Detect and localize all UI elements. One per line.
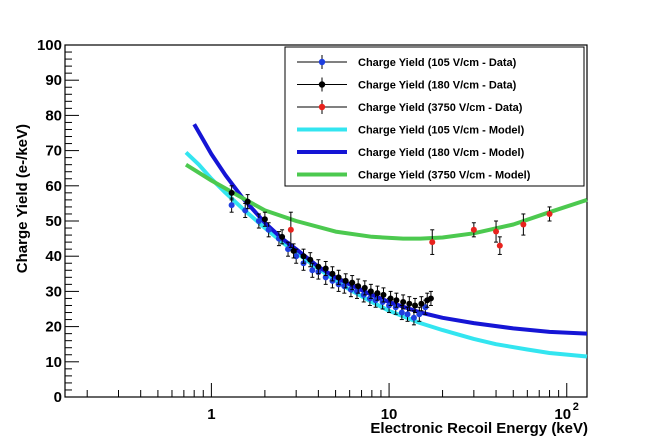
x-tick-label: 10 bbox=[554, 406, 571, 423]
x-axis: 1 10 10 2 bbox=[86, 383, 579, 423]
data-point bbox=[349, 275, 356, 291]
data-point bbox=[255, 213, 262, 229]
data-point bbox=[412, 297, 419, 314]
data-point bbox=[335, 269, 342, 285]
y-axis: 0 10 20 30 40 50 60 70 80 90 100 bbox=[37, 37, 79, 406]
y-tick-label: 80 bbox=[45, 107, 62, 124]
legend-label: Charge Yield (180 V/cm - Model) bbox=[358, 147, 525, 159]
data-point bbox=[367, 283, 374, 299]
y-axis-title: Charge Yield (e-/keV) bbox=[14, 124, 31, 273]
x-tick-label: 1 bbox=[207, 406, 215, 423]
data-point bbox=[418, 296, 425, 312]
legend-label: Charge Yield (180 V/cm - Data) bbox=[358, 80, 517, 92]
data-point bbox=[546, 206, 553, 222]
legend-label: Charge Yield (3750 V/cm - Data) bbox=[358, 102, 523, 114]
y-tick-label: 20 bbox=[45, 319, 62, 336]
data-point bbox=[322, 260, 329, 277]
data-point bbox=[470, 222, 477, 238]
model-curve-4 bbox=[192, 123, 588, 336]
x-tick-exponent: 2 bbox=[573, 401, 579, 413]
data-point bbox=[361, 280, 368, 296]
legend-item: Charge Yield (3750 V/cm - Data) bbox=[297, 100, 523, 114]
y-tick-label: 100 bbox=[37, 37, 62, 54]
data-point bbox=[315, 259, 322, 275]
y-tick-label: 30 bbox=[45, 283, 62, 300]
data-point bbox=[406, 296, 413, 312]
data-point bbox=[380, 287, 387, 303]
legend: Charge Yield (105 V/cm - Data) Charge Yie… bbox=[284, 46, 585, 187]
y-tick-label: 90 bbox=[45, 72, 62, 89]
x-axis-title: Electronic Recoil Energy (keV) bbox=[370, 420, 588, 437]
legend-label: Charge Yield (105 V/cm - Model) bbox=[358, 125, 525, 137]
legend-label: Charge Yield (105 V/cm - Data) bbox=[358, 57, 517, 69]
data-point bbox=[342, 273, 349, 289]
data-point bbox=[290, 243, 297, 259]
data-point bbox=[261, 211, 268, 227]
data-point bbox=[493, 220, 500, 243]
data-point bbox=[496, 236, 503, 255]
legend-item: Charge Yield (105 V/cm - Data) bbox=[297, 55, 517, 69]
y-tick-label: 40 bbox=[45, 248, 62, 265]
x-tick-label: 10 bbox=[381, 406, 398, 423]
data-point bbox=[355, 278, 362, 294]
data-point bbox=[374, 285, 381, 301]
data-point bbox=[244, 194, 251, 210]
y-tick-label: 70 bbox=[45, 143, 62, 160]
y-tick-label: 50 bbox=[45, 213, 62, 230]
data-points bbox=[228, 185, 553, 326]
y-tick-label: 60 bbox=[45, 178, 62, 195]
data-point bbox=[393, 292, 400, 308]
legend-item: Charge Yield (180 V/cm - Model) bbox=[297, 147, 525, 159]
data-point bbox=[424, 292, 431, 308]
data-point bbox=[400, 294, 407, 310]
data-point bbox=[228, 197, 235, 213]
data-point bbox=[300, 248, 307, 264]
data-point bbox=[416, 306, 423, 322]
legend-item: Charge Yield (105 V/cm - Model) bbox=[297, 125, 525, 137]
data-point bbox=[228, 185, 235, 201]
data-point bbox=[307, 252, 314, 268]
y-tick-label: 0 bbox=[54, 389, 62, 406]
legend-item: Charge Yield (180 V/cm - Data) bbox=[297, 77, 517, 92]
data-point bbox=[427, 290, 434, 306]
data-point bbox=[329, 266, 336, 282]
data-point bbox=[520, 213, 527, 236]
y-tick-label: 10 bbox=[45, 354, 62, 371]
data-point bbox=[279, 229, 286, 245]
legend-label: Charge Yield (3750 V/cm - Model) bbox=[358, 170, 531, 182]
data-point bbox=[287, 211, 294, 248]
data-point bbox=[309, 262, 316, 278]
data-point bbox=[404, 306, 411, 322]
data-point bbox=[387, 290, 394, 306]
data-point bbox=[265, 222, 272, 238]
data-point bbox=[429, 229, 436, 255]
legend-item: Charge Yield (3750 V/cm - Model) bbox=[297, 170, 531, 182]
legend-box bbox=[284, 46, 585, 187]
